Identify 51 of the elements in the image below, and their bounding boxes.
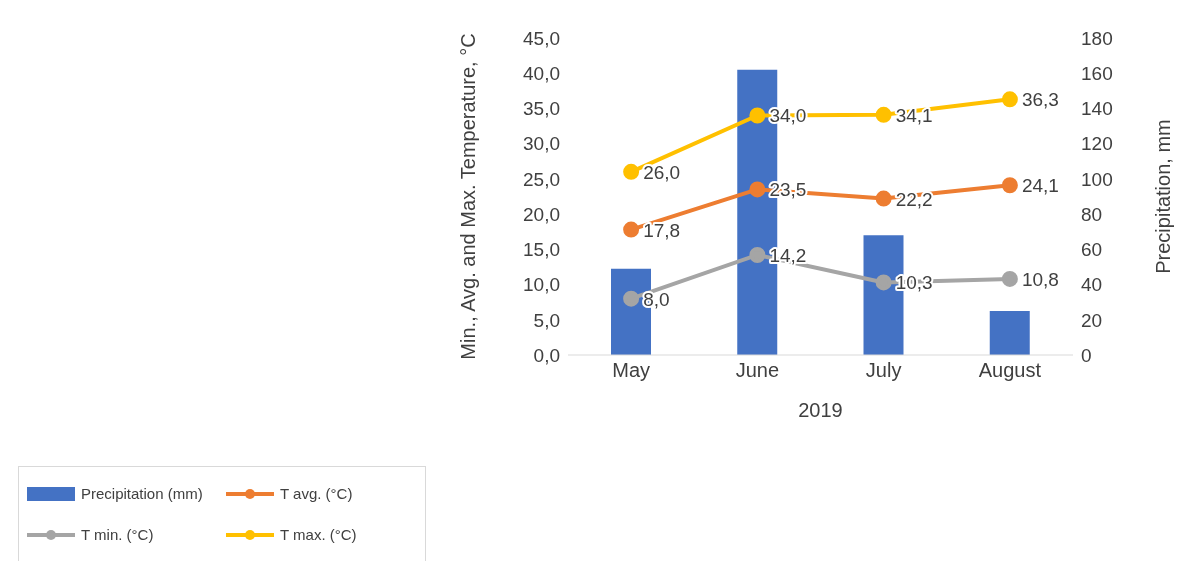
y2-tick-label: 80 (1081, 203, 1103, 225)
point (749, 181, 766, 198)
data-label: 14,2 (769, 244, 807, 266)
x-tick-label: June (735, 359, 780, 382)
y-tick-label: 40,0 (523, 62, 560, 84)
y2-tick-label: 20 (1081, 309, 1103, 331)
legend-label: T min. (°C) (81, 526, 154, 543)
point (1001, 177, 1018, 194)
x-tick-label: May (612, 359, 651, 382)
y-tick-label: 45,0 (523, 27, 560, 49)
point (875, 274, 892, 291)
data-label: 26,0 (643, 161, 681, 183)
point (1001, 91, 1018, 108)
y-tick-label: 10,0 (523, 274, 560, 296)
y-axis-title: Min., Avg. and Max. Temperature, °C (457, 33, 480, 360)
x-tick-label: August (978, 359, 1042, 382)
legend-label: Precipitation (mm) (81, 485, 203, 502)
y-tick-label: 20,0 (523, 203, 560, 225)
point (623, 221, 640, 238)
point (749, 107, 766, 124)
data-label: 17,8 (643, 219, 681, 241)
bar (989, 310, 1030, 355)
y-tick-label: 30,0 (523, 133, 560, 155)
y2-tick-label: 60 (1081, 239, 1103, 261)
data-label: 10,8 (1021, 268, 1059, 290)
y-tick-label: 25,0 (523, 168, 560, 190)
point (749, 246, 766, 263)
y2-axis-title: Precipitation, mm (1152, 119, 1175, 274)
y2-tick-label: 180 (1081, 27, 1113, 49)
y2-tick-label: 100 (1081, 168, 1113, 190)
y2-tick-label: 120 (1081, 133, 1113, 155)
y2-tick-label: 40 (1081, 274, 1103, 296)
legend-label: T max. (°C) (280, 526, 357, 543)
y2-tick-label: 160 (1081, 62, 1113, 84)
point (875, 190, 892, 207)
y-tick-label: 15,0 (523, 239, 560, 261)
point (623, 163, 640, 180)
legend-label: T avg. (°C) (280, 485, 353, 502)
x-tick-label: July (865, 359, 902, 382)
data-label: 10,3 (895, 272, 933, 294)
y2-tick-label: 140 (1081, 98, 1113, 120)
point (1001, 270, 1018, 287)
x-axis-title: 2019 (798, 399, 843, 421)
data-label: 24,1 (1021, 175, 1059, 197)
point (875, 106, 892, 123)
point (623, 290, 640, 307)
y-tick-label: 5,0 (533, 309, 560, 331)
y-tick-label: 35,0 (523, 98, 560, 120)
y-tick-label: 0,0 (533, 344, 560, 366)
data-label: 36,3 (1021, 89, 1059, 111)
y2-tick-label: 0 (1081, 344, 1092, 366)
